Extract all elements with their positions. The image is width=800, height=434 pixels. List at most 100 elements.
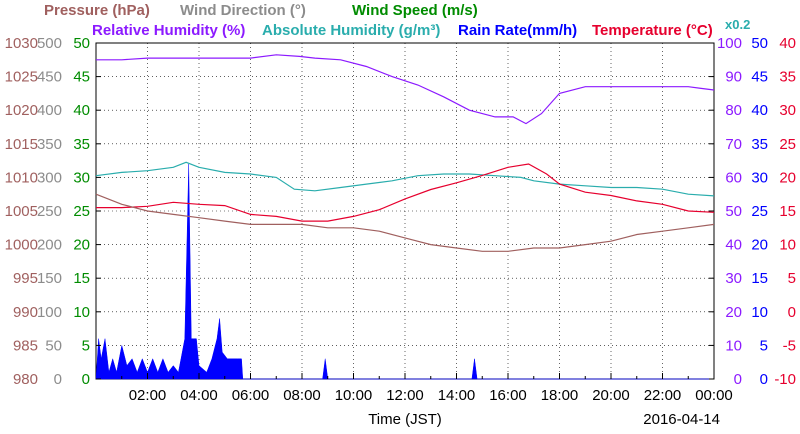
- y-tick-pressure: 1015: [5, 136, 38, 153]
- y-tick-wind-speed: 35: [73, 136, 90, 153]
- y-tick-wind-dir: 250: [37, 203, 62, 220]
- series-lines: [95, 54, 715, 252]
- x-tick-label: 16:00: [489, 387, 527, 404]
- rain-rate-area: [95, 163, 714, 380]
- series-relative-humidity: [96, 54, 715, 125]
- y-tick-rain: 10: [751, 304, 768, 321]
- y-tick-pressure: 1010: [5, 169, 38, 186]
- y-tick-wind-dir: 500: [37, 35, 62, 52]
- y-tick-pressure: 995: [13, 270, 38, 287]
- y-tick-temp: 0: [788, 304, 796, 321]
- y-tick-wind-dir: 100: [37, 304, 62, 321]
- y-tick-rain: 0: [760, 371, 768, 388]
- x-axis: 02:00 04:00 06:00 08:00 10:00 12:00 14:00 16:00…: [121, 373, 733, 404]
- y-tick-pressure: 1005: [5, 203, 38, 220]
- chart-date: 2016-04-14: [643, 411, 720, 428]
- y-tick-wind-speed: 40: [73, 102, 90, 119]
- x-tick-label: 14:00: [438, 387, 476, 404]
- y-tick-wind-dir: 200: [37, 237, 62, 254]
- y-tick-rain: 40: [751, 102, 768, 119]
- y-tick-wind-speed: 10: [73, 304, 90, 321]
- y-tick-wind-speed: 20: [73, 237, 90, 254]
- y-tick-rain: 50: [751, 35, 768, 52]
- y-tick-wind-dir: 300: [37, 169, 62, 186]
- y-tick-humidity: 50: [725, 203, 742, 220]
- y-tick-pressure: 1025: [5, 69, 38, 86]
- y-tick-wind-speed: 50: [73, 35, 90, 52]
- y-tick-humidity: 90: [725, 69, 742, 86]
- series-temperature: [96, 163, 715, 222]
- y-tick-temp: 15: [779, 203, 796, 220]
- header-row-2: Relative Humidity (%) Absolute Humidity …: [92, 17, 750, 39]
- x-tick-label: 06:00: [232, 387, 270, 404]
- y-tick-wind-dir: 0: [54, 371, 62, 388]
- y-tick-rain: 20: [751, 237, 768, 254]
- header-row-1: Pressure (hPa) Wind Direction (°) Wind S…: [44, 2, 478, 19]
- x-tick-label: 04:00: [180, 387, 218, 404]
- y-tick-humidity: 80: [725, 102, 742, 119]
- y-tick-wind-dir: 450: [37, 69, 62, 86]
- y-axes: 1030102510201015101010051000995990985980…: [5, 35, 796, 388]
- header-scale-note: x0.2: [725, 17, 750, 32]
- y-tick-wind-speed: 15: [73, 270, 90, 287]
- y-tick-humidity: 70: [725, 136, 742, 153]
- header-absolute-humidity: Absolute Humidity (g/m³): [262, 22, 440, 39]
- y-tick-temp: 35: [779, 69, 796, 86]
- x-tick-label: 10:00: [335, 387, 373, 404]
- y-tick-wind-speed: 25: [73, 203, 90, 220]
- y-tick-humidity: 30: [725, 270, 742, 287]
- y-tick-temp: 25: [779, 136, 796, 153]
- y-tick-pressure: 990: [13, 304, 38, 321]
- header-pressure: Pressure (hPa): [44, 2, 150, 19]
- y-tick-humidity: 20: [725, 304, 742, 321]
- y-tick-wind-speed: 45: [73, 69, 90, 86]
- y-tick-pressure: 980: [13, 371, 38, 388]
- x-tick-label: 22:00: [644, 387, 682, 404]
- y-tick-temp: -10: [774, 371, 796, 388]
- y-tick-temp: 5: [788, 270, 796, 287]
- y-tick-humidity: 40: [725, 237, 742, 254]
- y-tick-wind-speed: 0: [82, 371, 90, 388]
- y-tick-pressure: 1030: [5, 35, 38, 52]
- y-tick-wind-speed: 30: [73, 169, 90, 186]
- header-wind-direction: Wind Direction (°): [180, 2, 306, 19]
- y-tick-pressure: 985: [13, 337, 38, 354]
- x-tick-label: 18:00: [541, 387, 579, 404]
- x-tick-label: 20:00: [592, 387, 630, 404]
- y-tick-wind-speed: 5: [82, 337, 90, 354]
- y-tick-wind-dir: 50: [45, 337, 62, 354]
- y-tick-humidity: 0: [734, 371, 742, 388]
- y-tick-temp: 40: [779, 35, 796, 52]
- x-tick-label: 08:00: [283, 387, 321, 404]
- series-pressure: [95, 193, 715, 252]
- x-axis-label: Time (JST): [368, 411, 442, 428]
- y-tick-pressure: 1000: [5, 237, 38, 254]
- header-rain-rate: Rain Rate(mm/h): [458, 22, 577, 39]
- y-tick-rain: 5: [760, 337, 768, 354]
- x-tick-label: 00:00: [695, 387, 733, 404]
- header-relative-humidity: Relative Humidity (%): [92, 22, 245, 39]
- y-tick-humidity: 100: [717, 35, 742, 52]
- y-tick-wind-dir: 400: [37, 102, 62, 119]
- y-tick-humidity: 10: [725, 337, 742, 354]
- y-tick-humidity: 60: [725, 169, 742, 186]
- y-tick-temp: -5: [783, 337, 796, 354]
- x-tick-label: 12:00: [386, 387, 424, 404]
- y-tick-temp: 20: [779, 169, 796, 186]
- y-tick-rain: 15: [751, 270, 768, 287]
- y-tick-rain: 35: [751, 136, 768, 153]
- y-tick-wind-dir: 150: [37, 270, 62, 287]
- header-wind-speed: Wind Speed (m/s): [352, 2, 478, 19]
- y-tick-pressure: 1020: [5, 102, 38, 119]
- y-tick-rain: 25: [751, 203, 768, 220]
- grid: [96, 43, 714, 379]
- y-tick-temp: 30: [779, 102, 796, 119]
- series-absolute-humidity: [95, 161, 715, 197]
- rain-rate-bars: [95, 163, 714, 380]
- y-tick-wind-dir: 350: [37, 136, 62, 153]
- y-tick-rain: 45: [751, 69, 768, 86]
- header-temperature: Temperature (°C): [592, 22, 713, 39]
- y-tick-rain: 30: [751, 169, 768, 186]
- x-tick-label: 02:00: [129, 387, 167, 404]
